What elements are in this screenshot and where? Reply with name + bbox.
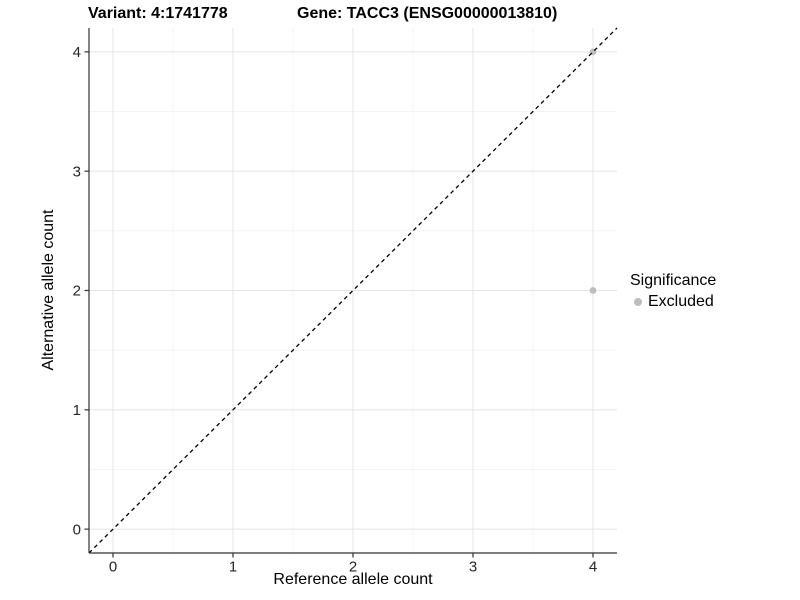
y-tick-label: 2 [73, 283, 81, 300]
y-tick-label: 0 [73, 521, 81, 538]
legend-marker-circle-icon [634, 297, 642, 306]
x-tick-label: 2 [349, 559, 357, 576]
x-tick-label: 0 [109, 559, 117, 576]
x-axis-title: Reference allele count [273, 571, 433, 588]
legend-entry-excluded: Excluded [630, 292, 716, 311]
legend: Significance Excluded [630, 271, 716, 311]
y-tick-label: 4 [73, 44, 81, 61]
x-tick-label: 3 [469, 559, 477, 576]
y-axis-title: Alternative allele count [40, 209, 57, 371]
plot-title-variant: Variant: 4:1741778 [88, 5, 228, 22]
legend-title: Significance [630, 272, 717, 289]
y-tick-label: 3 [73, 163, 81, 180]
x-tick-label: 1 [229, 559, 237, 576]
data-point [589, 287, 597, 294]
y-tick-label: 1 [73, 402, 81, 419]
x-tick-label: 4 [589, 559, 597, 576]
legend-entry-label: Excluded [648, 293, 714, 310]
plot-title-gene: Gene: TACC3 (ENSG00000013810) [297, 5, 558, 22]
panel-group: 0 1 2 3 4 0 1 2 3 4 [73, 27, 618, 576]
